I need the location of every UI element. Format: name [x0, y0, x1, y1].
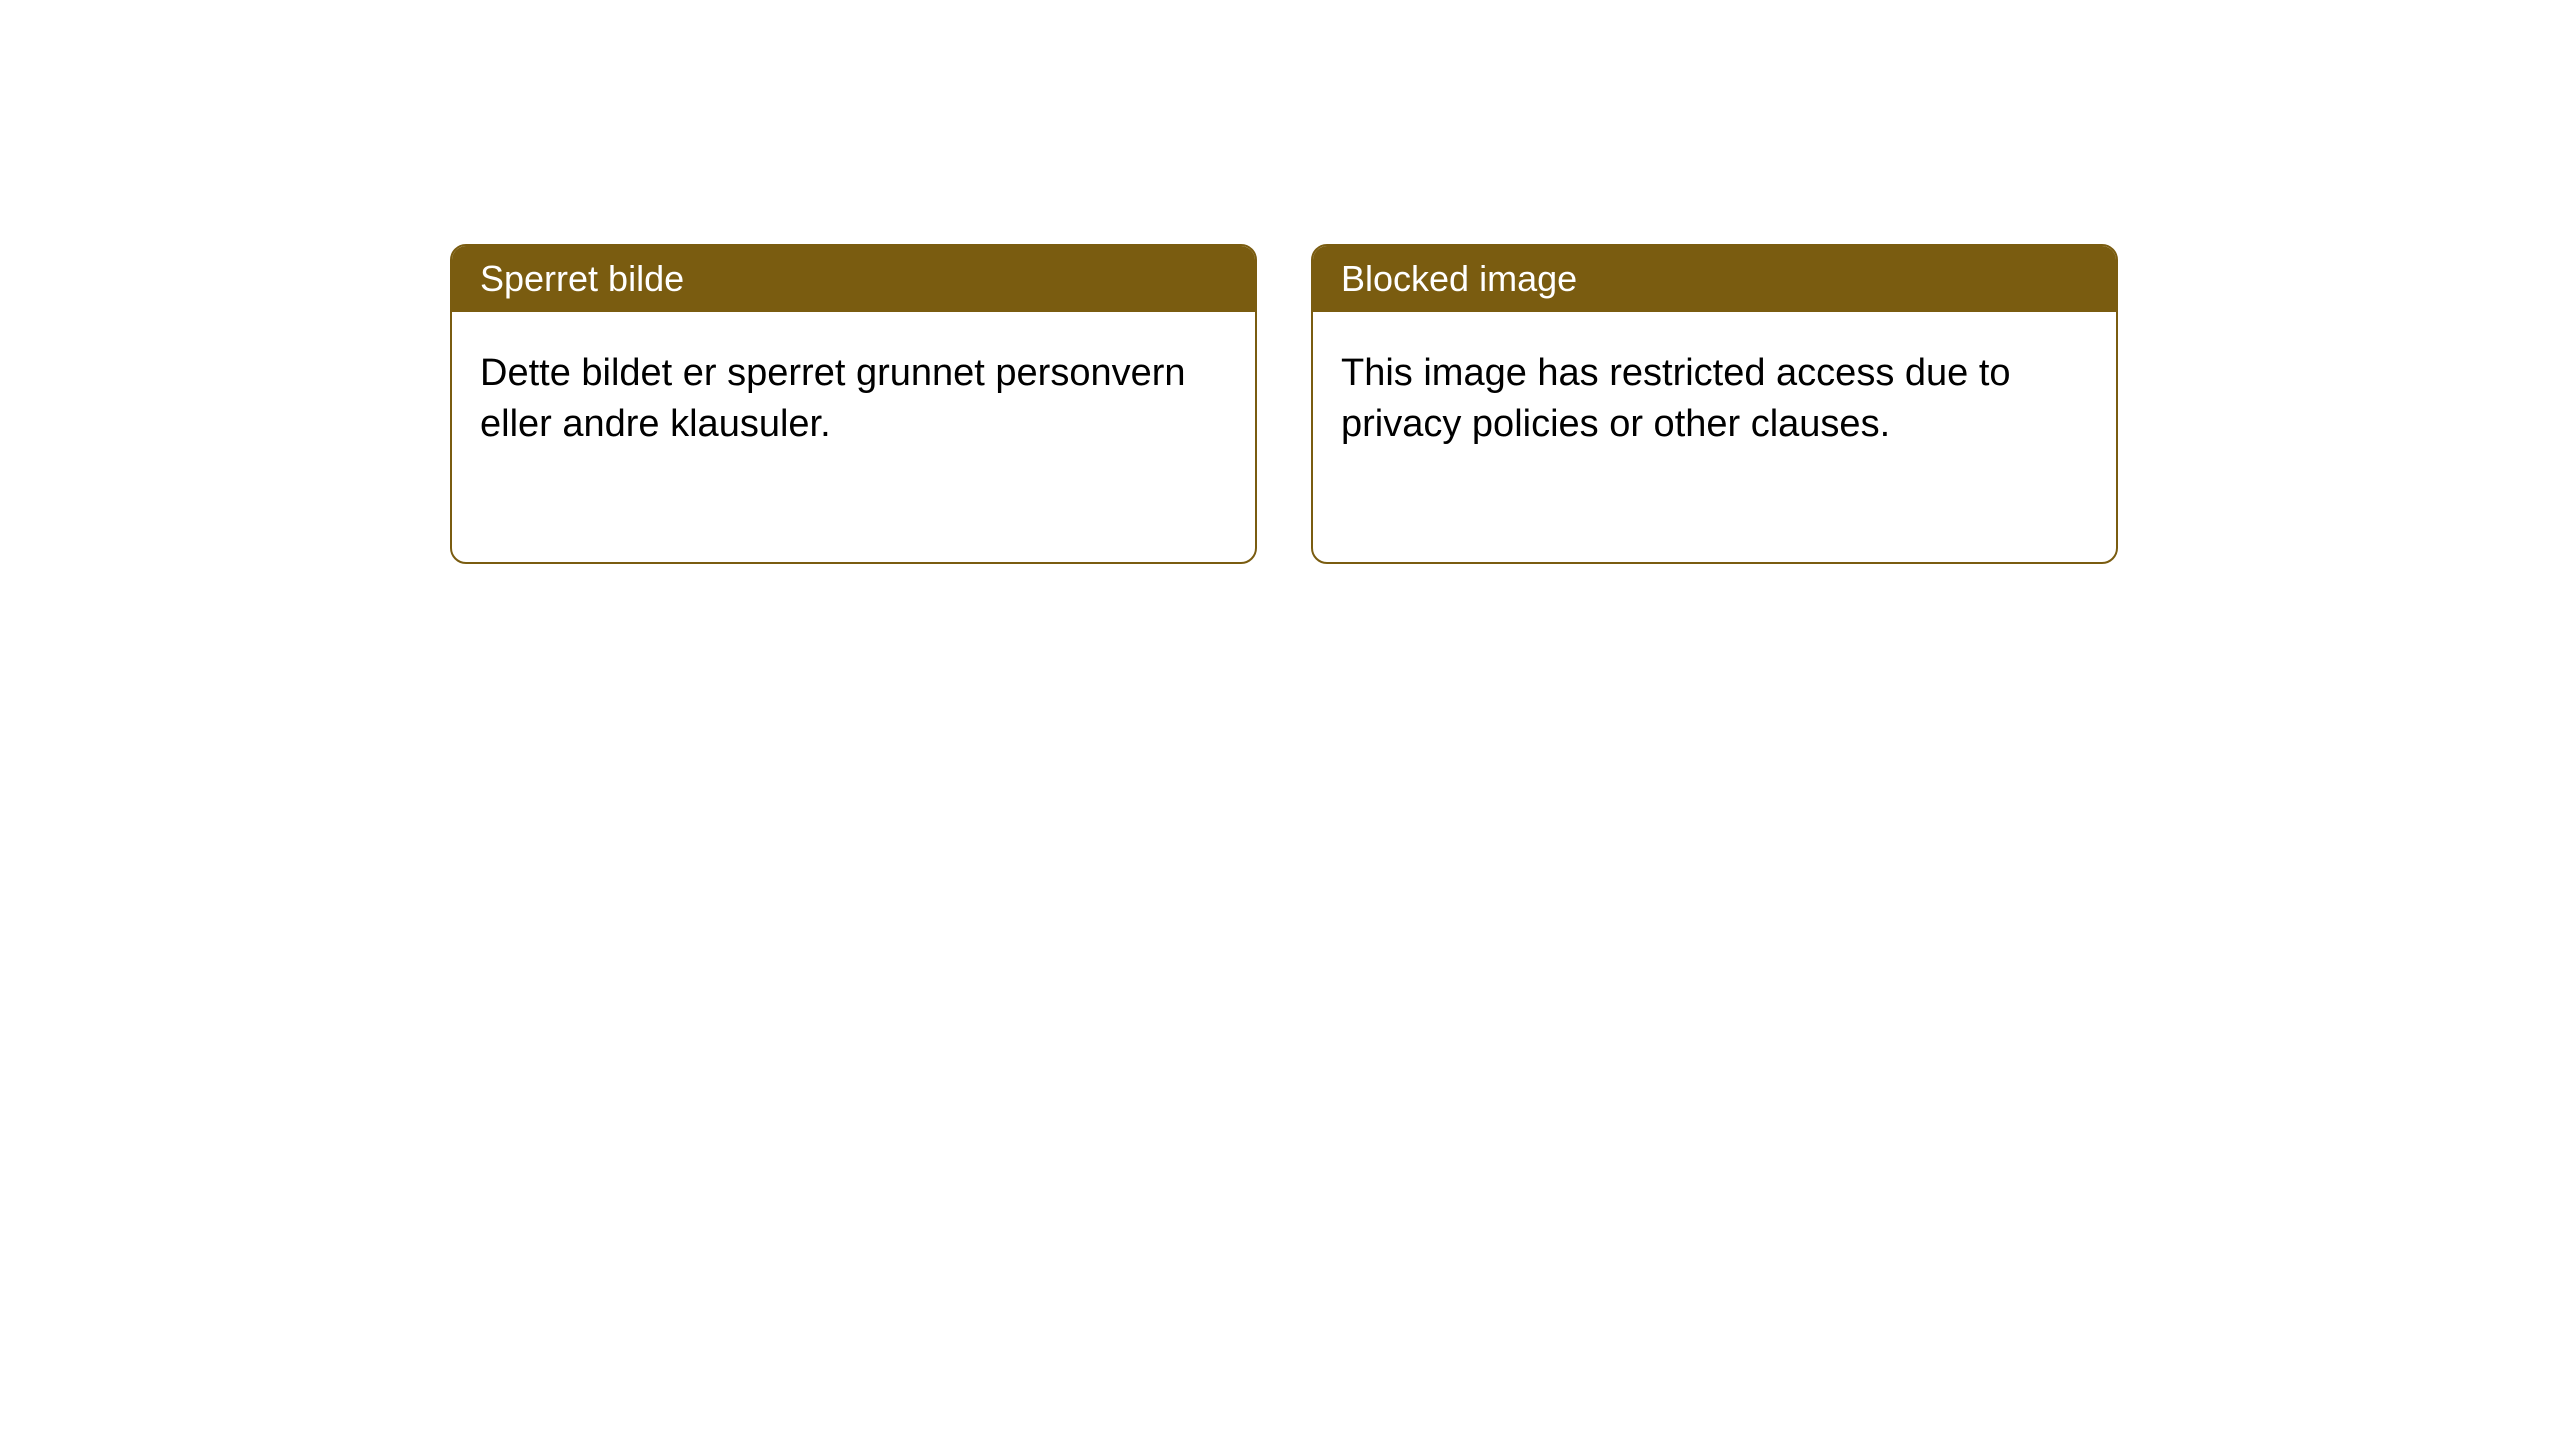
notice-header-norwegian: Sperret bilde — [452, 246, 1255, 312]
notice-body-english: This image has restricted access due to … — [1313, 312, 2116, 562]
notice-header-english: Blocked image — [1313, 246, 2116, 312]
notice-card-english: Blocked image This image has restricted … — [1311, 244, 2118, 564]
notice-body-norwegian: Dette bildet er sperret grunnet personve… — [452, 312, 1255, 562]
notice-container: Sperret bilde Dette bildet er sperret gr… — [450, 244, 2118, 564]
notice-card-norwegian: Sperret bilde Dette bildet er sperret gr… — [450, 244, 1257, 564]
